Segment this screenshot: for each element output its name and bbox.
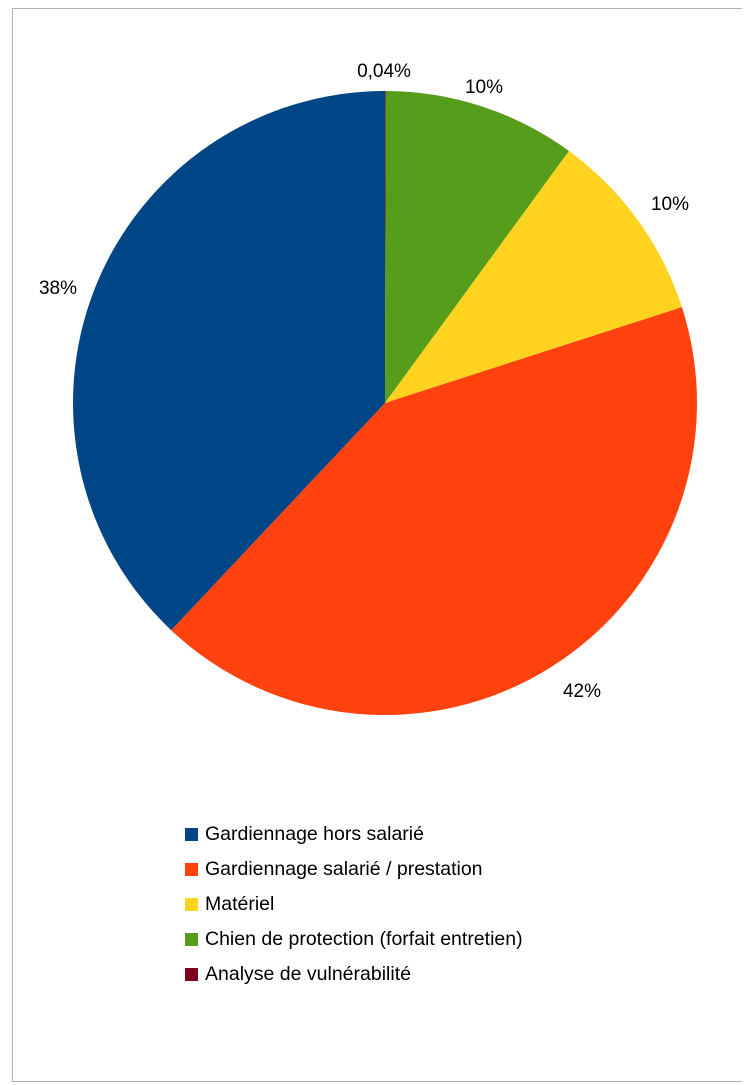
- pie-chart: 0,04% 10% 10% 42% 38%: [39, 61, 697, 715]
- pie-slice-4: [73, 91, 386, 631]
- chart-frame: [12, 8, 742, 1082]
- legend-label: Gardiennage hors salarié: [205, 823, 424, 845]
- legend-item-chien-de-protection: Chien de protection (forfait entretien): [185, 922, 523, 957]
- legend-item-gardiennage-salarie-prestation: Gardiennage salarié / prestation: [185, 852, 523, 887]
- legend-item-materiel: Matériel: [185, 887, 523, 922]
- slice-label-2: 10%: [651, 194, 689, 215]
- slice-label-4: 38%: [39, 278, 77, 299]
- legend-item-gardiennage-hors-salarie: Gardiennage hors salarié: [185, 817, 523, 852]
- slice-label-0: 0,04%: [357, 61, 411, 82]
- slice-label-3: 42%: [563, 681, 601, 702]
- pie-slice-2: [385, 151, 682, 403]
- legend-swatch: [185, 968, 198, 981]
- legend-label: Gardiennage salarié / prestation: [205, 858, 483, 880]
- legend-item-analyse-de-vulnerabilite: Analyse de vulnérabilité: [185, 957, 523, 992]
- pie-slice-3: [171, 307, 697, 715]
- legend-swatch: [185, 828, 198, 841]
- chart-legend: Gardiennage hors salarié Gardiennage sal…: [185, 817, 523, 992]
- legend-swatch: [185, 898, 198, 911]
- legend-swatch: [185, 933, 198, 946]
- legend-swatch: [185, 863, 198, 876]
- pie-slice-0: [385, 90, 386, 403]
- legend-label: Matériel: [205, 893, 275, 915]
- pie-slice-1: [385, 91, 569, 403]
- legend-label: Chien de protection (forfait entretien): [205, 928, 523, 950]
- legend-label: Analyse de vulnérabilité: [205, 963, 411, 985]
- slice-label-1: 10%: [465, 77, 503, 98]
